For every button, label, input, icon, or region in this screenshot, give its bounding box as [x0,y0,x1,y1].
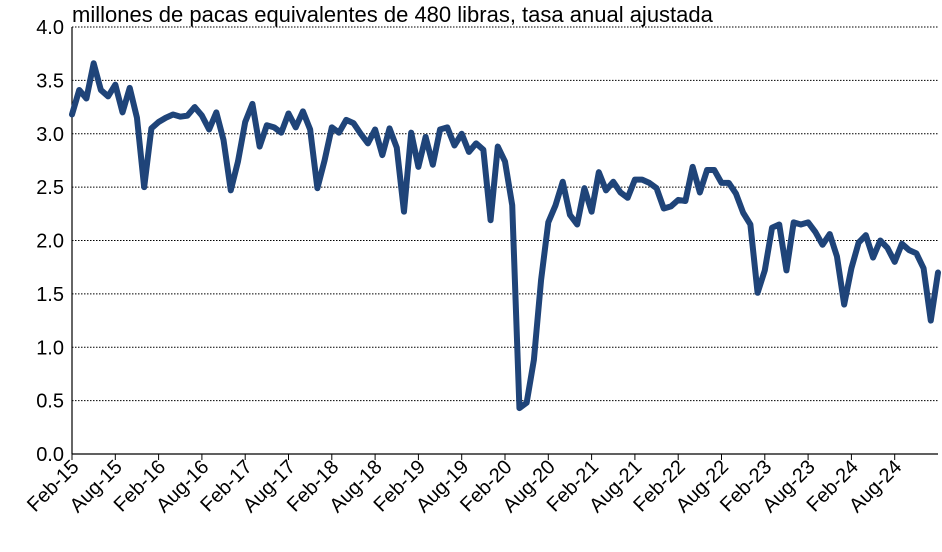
data-line [69,60,941,412]
y-tick-label: 4.0 [36,17,64,39]
y-tick-label: 0.0 [36,444,64,466]
chart-title: millones de pacas equivalentes de 480 li… [72,2,714,27]
y-tick-label: 3.5 [36,70,64,92]
y-tick-label: 2.0 [36,231,64,253]
y-tick-label: 3.0 [36,124,64,146]
y-tick-label: 0.5 [36,391,64,413]
y-tick-label: 2.5 [36,177,64,199]
y-tick-label: 1.0 [36,337,64,359]
y-tick-label: 1.5 [36,284,64,306]
